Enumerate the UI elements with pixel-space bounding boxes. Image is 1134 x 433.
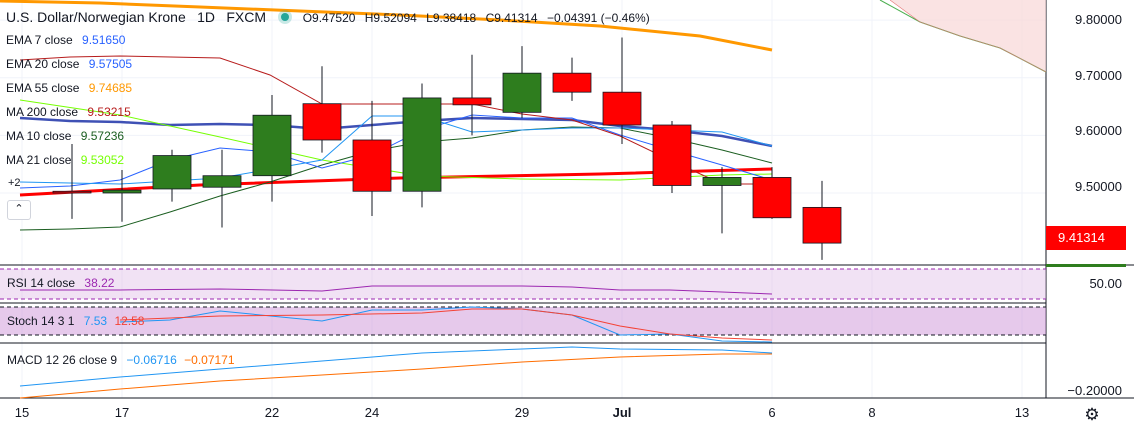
candle-up: [252, 114, 292, 177]
symbol-title[interactable]: U.S. Dollar/Norwegian Krone: [6, 9, 186, 25]
ma10-line: [19, 126, 773, 231]
ohlc-low: L9.38418: [426, 11, 477, 25]
legend-value: 9.74685: [88, 81, 133, 95]
macd-axis-label: −0.20000: [1067, 383, 1122, 398]
legend-value: 9.51650: [82, 33, 126, 47]
candle-down: [352, 139, 392, 192]
candle-down: [602, 91, 642, 126]
candle-down: [302, 103, 342, 141]
chevron-up-icon: ⌃: [14, 203, 24, 215]
rsi-value: 38.22: [84, 276, 115, 290]
ema7-line: [19, 114, 773, 189]
rsi-axis-label: 50.00: [1089, 276, 1122, 291]
legend-ema55[interactable]: EMA 55 close 9.74685: [6, 79, 132, 97]
candle-up: [402, 97, 442, 192]
legend-name: MA 10 close: [6, 129, 72, 143]
price-axis-bg[interactable]: [1046, 0, 1134, 433]
legend-name: EMA 7 close: [6, 33, 73, 47]
ema20-line: [19, 116, 773, 148]
rsi-band: [0, 269, 1046, 299]
gear-icon[interactable]: ⚙: [1084, 405, 1100, 424]
candles: [52, 37, 842, 260]
legend-ma10[interactable]: MA 10 close 9.57236: [6, 127, 124, 145]
hidden-indicators-count[interactable]: +2: [8, 177, 21, 189]
gridlines: [0, 0, 1046, 398]
price-label: 9.80000: [1075, 12, 1122, 27]
candle-down: [52, 190, 92, 194]
last-price-badge: 9.41314: [1046, 226, 1126, 250]
ohlc-change: −0.04391 (−0.46%): [546, 11, 650, 25]
stoch-d-line: [119, 308, 773, 341]
symbol-header[interactable]: U.S. Dollar/Norwegian Krone 1D FXCM O9.4…: [6, 7, 656, 27]
legend-name: MA 21 close: [6, 153, 72, 167]
legend-name: EMA 20 close: [6, 57, 80, 71]
candle-down: [652, 124, 692, 186]
candle-down: [752, 177, 792, 219]
macd-legend[interactable]: MACD 12 26 close 9 −0.06716 −0.07171: [7, 351, 235, 369]
ohlc-open: O9.47520: [302, 11, 356, 25]
price-label: 9.60000: [1075, 123, 1122, 138]
time-label: 8: [868, 405, 876, 420]
stoch-k-value: 7.53: [83, 314, 108, 328]
macd-value: −0.06716: [126, 353, 177, 367]
macd-name: MACD 12 26 close 9: [7, 353, 118, 367]
legend-value: 9.53052: [80, 153, 125, 167]
rsi-line: [20, 285, 773, 295]
time-label: 13: [1014, 405, 1030, 420]
legend-ma200[interactable]: MA 200 close 9.53215: [6, 103, 131, 121]
candle-up: [202, 175, 242, 188]
legend-name: MA 200 close: [6, 105, 79, 119]
candle-up: [502, 72, 542, 113]
candle-down: [552, 72, 592, 93]
legend-ema20[interactable]: EMA 20 close 9.57505: [6, 55, 132, 73]
rsi-legend[interactable]: RSI 14 close 38.22: [7, 274, 114, 292]
legend-ma21[interactable]: MA 21 close 9.53052: [6, 151, 124, 169]
time-label: 6: [768, 405, 776, 420]
stoch-name: Stoch 14 3 1: [7, 314, 75, 328]
macd-signal-value: −0.07171: [184, 353, 235, 367]
time-label: 22: [264, 405, 280, 420]
candle-up: [102, 189, 142, 194]
candle-up: [702, 177, 742, 186]
stoch-d-value: 12.58: [114, 314, 145, 328]
candle-down: [802, 206, 842, 244]
ohlc-close: C9.41314: [485, 11, 538, 25]
time-label: 15: [14, 405, 30, 420]
time-label: Jul: [612, 405, 632, 420]
collapse-legend-button[interactable]: ⌃: [7, 200, 31, 220]
stoch-band: [0, 307, 1046, 335]
legend-value: 9.53215: [87, 105, 131, 119]
price-label: 9.70000: [1075, 68, 1122, 83]
market-status-icon: [281, 13, 290, 21]
ema55-line: [0, 0, 773, 52]
macd-signal-line: [19, 353, 772, 399]
macd-line: [19, 346, 773, 387]
candle-down: [452, 97, 492, 106]
stoch-legend[interactable]: Stoch 14 3 1 7.53 12.58: [7, 312, 144, 330]
legend-value: 9.57236: [80, 129, 125, 143]
price-label: 9.50000: [1075, 179, 1122, 194]
candle-up: [152, 155, 192, 190]
legend-ema7[interactable]: EMA 7 close 9.51650: [6, 31, 125, 49]
cloud-shading: [880, 0, 1046, 72]
time-label: 29: [514, 405, 530, 420]
time-label: 24: [364, 405, 380, 420]
source-label: FXCM: [226, 9, 267, 25]
legend-value: 9.57505: [88, 57, 133, 71]
price-axis-marker: [1046, 264, 1126, 267]
ohlc-high: H9.52094: [364, 11, 417, 25]
interval-label[interactable]: 1D: [197, 9, 215, 25]
rsi-name: RSI 14 close: [7, 276, 76, 290]
time-label: 17: [114, 405, 130, 420]
cloud-line-red: [889, 0, 1047, 73]
legend-name: EMA 55 close: [6, 81, 80, 95]
